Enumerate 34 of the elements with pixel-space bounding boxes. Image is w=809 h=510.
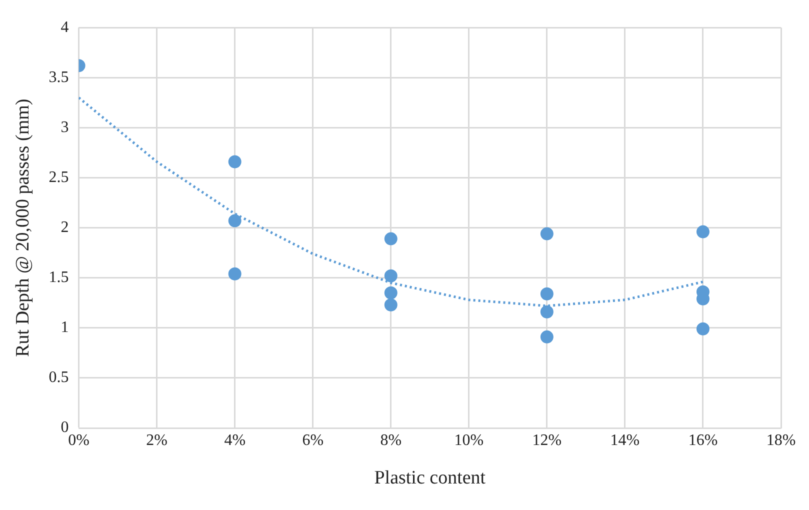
y-tick-label: 2.5 bbox=[48, 168, 69, 186]
y-tick-label: 1.5 bbox=[48, 269, 69, 286]
point bbox=[540, 287, 554, 300]
x-tick-label: 0% bbox=[68, 432, 90, 449]
x-tick-label: 8% bbox=[380, 432, 402, 449]
point bbox=[384, 286, 398, 300]
y-tick-label: 4 bbox=[60, 18, 69, 36]
x-tick-label: 10% bbox=[454, 432, 484, 449]
x-tick-label: 4% bbox=[224, 432, 246, 449]
point bbox=[540, 227, 554, 240]
point bbox=[384, 232, 398, 246]
x-tick-label: 12% bbox=[532, 432, 562, 449]
x-tick-label: 2% bbox=[146, 432, 168, 449]
point bbox=[696, 225, 710, 238]
y-tick-label: 2 bbox=[60, 219, 69, 236]
x-tick-label: 6% bbox=[302, 432, 324, 449]
y-axis-title: Rut Depth @ 20,000 passes (mm) bbox=[12, 98, 34, 357]
y-tick-label: 3 bbox=[60, 118, 69, 136]
y-tick-label: 3.5 bbox=[48, 68, 69, 86]
y-tick-label: 0.5 bbox=[48, 369, 69, 386]
y-tick-label: 1 bbox=[60, 319, 69, 336]
point bbox=[228, 267, 242, 280]
point bbox=[228, 214, 242, 228]
point bbox=[384, 298, 398, 312]
point bbox=[228, 155, 242, 168]
point bbox=[696, 322, 710, 336]
x-tick-label: 18% bbox=[766, 432, 796, 449]
point bbox=[384, 269, 398, 282]
x-tick-label: 14% bbox=[610, 432, 640, 449]
x-axis-title: Plastic content bbox=[374, 468, 486, 489]
y-tick-label: 0 bbox=[60, 419, 69, 436]
point bbox=[540, 305, 554, 318]
x-tick-label: 16% bbox=[688, 432, 718, 449]
point bbox=[540, 330, 554, 344]
